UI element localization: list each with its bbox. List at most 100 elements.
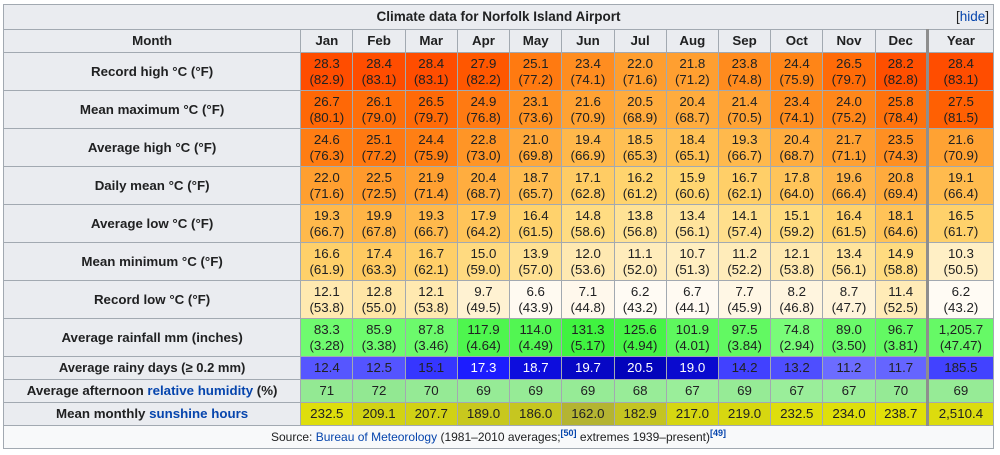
- fahrenheit-value: (43.2): [622, 299, 658, 315]
- data-cell: 22.0 (71.6): [300, 166, 354, 205]
- data-cell: 16.7 (62.1): [404, 242, 458, 281]
- data-cell: 28.4 (83.1): [352, 52, 406, 91]
- data-cell: 19.7: [561, 356, 615, 380]
- fahrenheit-value: (3.50): [831, 337, 867, 353]
- data-cell: 20.5 (68.9): [613, 90, 667, 129]
- data-cell: 26.1 (79.0): [352, 90, 406, 129]
- data-cell: 16.6 (61.9): [300, 242, 354, 281]
- fahrenheit-value: (62.1): [413, 261, 449, 277]
- celsius-value: 85.9: [366, 322, 392, 337]
- fahrenheit-value: (78.4): [883, 109, 919, 125]
- fahrenheit-value: (83.1): [361, 71, 397, 87]
- hide-toggle[interactable]: [hide]: [955, 9, 989, 24]
- source-prefix: Source:: [271, 430, 313, 444]
- fahrenheit-value: (53.6): [570, 261, 606, 277]
- data-cell: 20.4 (68.7): [665, 90, 719, 129]
- cell-value: 238.7: [884, 406, 918, 422]
- row-label-link[interactable]: sunshine hours: [149, 406, 249, 422]
- cell-value: 207.7: [414, 406, 448, 422]
- data-cell: 85.9 (3.38): [352, 318, 406, 357]
- climate-row: Record high °C (°F) 28.3 (82.9) 28.4 (83.1) 2…: [2, 52, 995, 91]
- ref-49-link[interactable]: [49]: [709, 428, 726, 438]
- ref-50-link[interactable]: [50]: [560, 428, 577, 438]
- data-cell: 23.5 (74.3): [874, 128, 928, 167]
- fahrenheit-value: (79.7): [831, 71, 867, 87]
- cell-value: 11.2: [836, 360, 862, 376]
- fahrenheit-value: (70.9): [943, 147, 979, 163]
- fahrenheit-value: (44.8): [570, 299, 606, 315]
- data-cell: 185.5: [925, 356, 995, 380]
- fahrenheit-value: (59.2): [779, 223, 815, 239]
- data-cell: 182.9: [613, 402, 667, 426]
- data-cell: 71: [300, 379, 354, 403]
- fahrenheit-value: (60.6): [674, 185, 710, 201]
- celsius-value: 21.4: [731, 94, 758, 109]
- fahrenheit-value: (65.3): [622, 147, 658, 163]
- data-cell: 1,205.7 (47.47): [925, 318, 995, 357]
- climate-row: Average low °C (°F) 19.3 (66.7) 19.9 (67.8) 1…: [2, 204, 995, 243]
- celsius-value: 18.7: [522, 170, 549, 185]
- fahrenheit-value: (77.2): [361, 147, 397, 163]
- data-cell: 68: [613, 379, 667, 403]
- celsius-value: 11.2: [732, 246, 758, 261]
- month-header-may: May: [509, 29, 563, 53]
- fahrenheit-value: (44.1): [674, 299, 710, 315]
- data-cell: 15.9 (60.6): [665, 166, 719, 205]
- celsius-value: 24.6: [313, 132, 340, 147]
- celsius-value: 21.6: [947, 132, 974, 147]
- celsius-value: 26.5: [836, 56, 862, 71]
- data-cell: 15.0 (59.0): [456, 242, 511, 281]
- data-cell: 8.7 (47.7): [822, 280, 876, 319]
- fahrenheit-value: (67.8): [361, 223, 397, 239]
- fahrenheit-value: (62.1): [727, 185, 762, 201]
- celsius-value: 15.0: [470, 246, 497, 261]
- data-cell: 17.1 (62.8): [561, 166, 615, 205]
- row-label-link[interactable]: relative humidity: [147, 383, 254, 399]
- celsius-value: 22.5: [366, 170, 392, 185]
- fahrenheit-value: (64.6): [883, 223, 919, 239]
- fahrenheit-value: (82.9): [309, 71, 345, 87]
- celsius-value: 12.1: [418, 284, 445, 299]
- cell-value: 219.0: [727, 406, 762, 422]
- row-label: Average afternoon relative humidity (%): [2, 379, 302, 403]
- cell-value: 186.0: [519, 406, 553, 422]
- celsius-value: 22.8: [470, 132, 497, 147]
- cell-value: 69: [737, 383, 752, 399]
- month-header-dec: Dec: [874, 29, 928, 53]
- fahrenheit-value: (61.5): [831, 223, 867, 239]
- data-cell: 10.7 (51.3): [665, 242, 719, 281]
- celsius-value: 18.1: [887, 208, 914, 223]
- fahrenheit-value: (66.7): [727, 147, 762, 163]
- row-label-text: Average afternoon: [26, 383, 144, 399]
- data-cell: 87.8 (3.46): [404, 318, 458, 357]
- cell-value: 17.3: [470, 360, 497, 376]
- source-link-bom[interactable]: Bureau of Meteorology: [315, 430, 438, 444]
- data-cell: 69: [925, 379, 995, 403]
- row-label-text: Average high °C (°F): [87, 139, 217, 155]
- row-label-tail: (%): [256, 383, 278, 399]
- celsius-value: 10.3: [947, 246, 974, 261]
- fahrenheit-value: (66.9): [570, 147, 606, 163]
- data-cell: 24.4 (75.9): [770, 52, 824, 91]
- celsius-value: 16.4: [836, 208, 862, 223]
- table-title: Climate data for Norfolk Island Airport: [376, 9, 621, 24]
- hide-link[interactable]: hide: [959, 9, 986, 24]
- fahrenheit-value: (70.9): [570, 109, 606, 125]
- celsius-value: 6.7: [683, 284, 702, 299]
- celsius-value: 7.7: [735, 284, 754, 299]
- row-label-text: Record low °C (°F): [93, 291, 211, 307]
- data-cell: 20.4 (68.7): [456, 166, 511, 205]
- data-cell: 21.4 (70.5): [717, 90, 772, 129]
- data-cell: 16.4 (61.5): [822, 204, 876, 243]
- data-cell: 19.9 (67.8): [352, 204, 406, 243]
- data-cell: 14.8 (58.6): [561, 204, 615, 243]
- celsius-value: 18.5: [627, 132, 654, 147]
- cell-value: 185.5: [944, 360, 978, 376]
- celsius-value: 114.0: [519, 322, 552, 337]
- celsius-value: 6.6: [526, 284, 545, 299]
- data-cell: 17.9 (64.2): [456, 204, 511, 243]
- fahrenheit-value: (75.9): [779, 71, 815, 87]
- row-label: Average rainfall mm (inches): [2, 318, 302, 357]
- celsius-value: 17.4: [366, 246, 392, 261]
- data-cell: 69: [717, 379, 772, 403]
